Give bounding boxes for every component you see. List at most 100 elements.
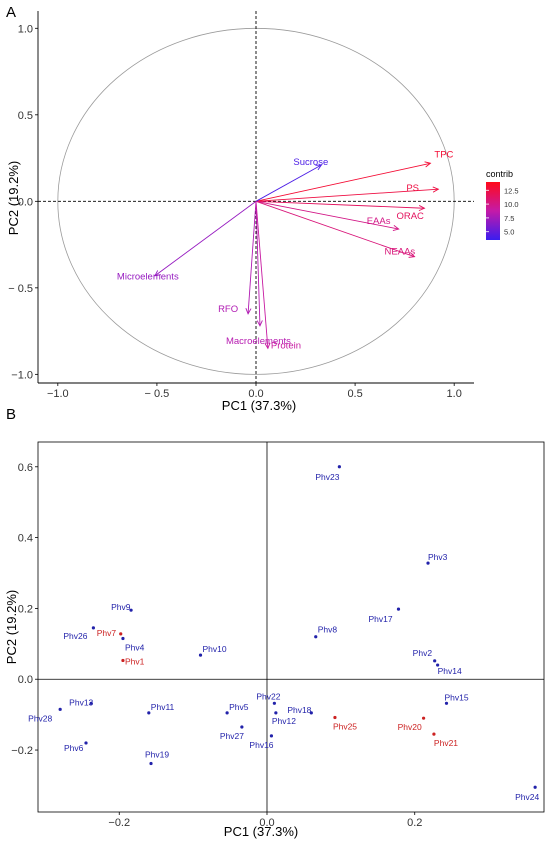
scatter-y-tick-label: 0.0 (18, 674, 33, 686)
point-phv26 (91, 626, 96, 630)
point-label-phv22: Phv22 (256, 691, 280, 701)
vector-label-sucrose: Sucrose (293, 157, 328, 168)
point-label-phv9: Phv9 (111, 602, 131, 612)
point-phv23 (337, 465, 341, 469)
point-label-phv2: Phv2 (413, 648, 433, 658)
vector-microelements (154, 200, 257, 277)
vector-orac (255, 200, 425, 209)
point-label-phv15: Phv15 (444, 692, 468, 702)
biplot-x-tick-label: 1.0 (447, 388, 462, 400)
point-phv19 (149, 761, 153, 766)
point-phv25 (333, 715, 337, 720)
point-label-phv24: Phv24 (515, 792, 539, 802)
point-label-phv27: Phv27 (220, 731, 244, 741)
scatter-x-axis-title: PC1 (37.3%) (224, 824, 298, 839)
biplot-y-tick-label: − 0.5 (8, 283, 33, 295)
point-phv8 (314, 635, 318, 639)
biplot-x-tick-label: − 0.5 (145, 388, 170, 400)
point-phv20 (421, 716, 426, 720)
scatter-reference-lines (38, 442, 544, 812)
vector-label-macroelements: Macroelements (226, 336, 291, 347)
point-label-phv28: Phv28 (28, 713, 52, 723)
scatter-y-axis-title: PC2 (19.2%) (4, 590, 19, 664)
point-label-phv6: Phv6 (64, 743, 84, 753)
biplot-x-tick-label: 0.5 (347, 388, 362, 400)
scatter-y-tick-label: −0.2 (11, 745, 33, 757)
point-label-phv12: Phv12 (272, 716, 296, 726)
vector-arrowhead-microelements (154, 270, 161, 277)
vector-eaas (255, 200, 399, 230)
vector-rfo (247, 201, 257, 314)
biplot-y-tick-label: 0.5 (18, 110, 33, 122)
point-phv28 (58, 707, 62, 711)
vector-neaas (255, 200, 415, 258)
vector-label-tpc: TPC (434, 149, 453, 160)
point-label-phv14: Phv14 (438, 666, 462, 676)
vector-label-protein: Protein (271, 340, 301, 351)
vector-label-orac: ORAC (396, 211, 424, 222)
biplot-x-tick-label: −1.0 (47, 388, 69, 400)
point-phv24 (533, 785, 537, 789)
point-phv3 (426, 561, 430, 565)
scatter-x-tick-label: 0.2 (407, 817, 422, 829)
point-phv7 (119, 632, 123, 636)
point-label-phv23: Phv23 (315, 472, 339, 482)
point-label-phv11: Phv11 (151, 702, 175, 712)
biplot-x-axis-title: PC1 (37.3%) (222, 398, 296, 413)
point-label-phv20: Phv20 (398, 722, 422, 732)
point-label-phv13: Phv13 (69, 697, 93, 707)
point-label-phv4: Phv4 (125, 643, 145, 653)
point-phv2 (433, 659, 437, 663)
scatter-x-tick-label: 0.0 (259, 817, 274, 829)
point-phv9 (129, 608, 133, 612)
point-phv11 (147, 711, 151, 715)
vector-label-ps: PS (406, 183, 419, 194)
vector-arrowhead-neaas (408, 252, 416, 258)
scatter-y-tick-label: 0.6 (18, 462, 33, 474)
legend-title: contrib (486, 169, 513, 179)
vector-arrowhead-tpc (424, 161, 432, 168)
point-phv16 (269, 734, 274, 738)
scatter-y-tick-label: 0.2 (18, 603, 33, 615)
scatter-plot-area (37, 441, 545, 813)
scatter-points: Phv23 Phv3 Phv17 Phv8 Phv2 Phv14 Phv15 Phv9 Phv2… (28, 465, 540, 802)
biplot-x-tick-label: 0.0 (248, 388, 263, 400)
biplot-y-axis-title: PC2 (19.2%) (6, 161, 21, 235)
vector-label-neaas: NEAAs (385, 247, 416, 258)
biplot-panel: A TPC PS ORAC EAAs NEAAs Sucrose Microelements… (6, 4, 519, 413)
legend-ticks: 12.5 10.0 7.5 5.0 (486, 186, 519, 237)
point-phv27 (240, 725, 244, 729)
panel-label-b: B (6, 406, 16, 423)
point-label-phv8: Phv8 (318, 625, 338, 635)
legend-tick-label: 7.5 (504, 214, 514, 223)
vector-sucrose (255, 164, 322, 202)
biplot-tick-labels: −1.0 − 0.5 0.0 0.5 1.0 1.0 0.5 0.0 − 0.5 −1.0 (8, 23, 462, 400)
point-phv5 (225, 711, 229, 715)
vector-label-microelements: Microelements (117, 272, 179, 283)
legend-tick-label: 12.5 (504, 186, 519, 195)
vector-macroelements (255, 201, 261, 326)
point-label-phv5: Phv5 (229, 702, 249, 712)
point-label-phv19: Phv19 (145, 749, 169, 759)
legend-tick-label: 10.0 (504, 200, 519, 209)
biplot-y-tick-label: 1.0 (18, 23, 33, 35)
loading-vectors: TPC PS ORAC EAAs NEAAs Sucrose Microelements RF… (117, 149, 454, 351)
point-label-phv3: Phv3 (428, 552, 448, 562)
point-phv12 (274, 711, 278, 715)
scatter-x-tick-label: −0.2 (108, 817, 130, 829)
biplot-y-tick-label: 0.0 (18, 196, 33, 208)
vector-arrowhead-rfo (245, 308, 252, 315)
point-phv10 (198, 653, 203, 657)
point-label-phv7: Phv7 (97, 628, 117, 638)
point-label-phv26: Phv26 (63, 631, 87, 641)
scatter-panel: B Phv23Phv3Phv17Phv8Phv2Phv14Phv15Phv9Ph… (4, 406, 545, 839)
biplot-reference-lines (38, 11, 474, 383)
vector-label-rfo: RFO (218, 304, 238, 315)
scatter-tick-labels: −0.2 0.0 0.2 0.6 0.4 0.2 0.0 −0.2 (11, 462, 422, 829)
point-label-phv17: Phv17 (368, 614, 392, 624)
point-label-phv25: Phv25 (333, 721, 357, 731)
vector-ps (255, 188, 439, 202)
vector-arrowhead-ps (432, 186, 440, 193)
biplot-y-tick-label: −1.0 (11, 369, 33, 381)
